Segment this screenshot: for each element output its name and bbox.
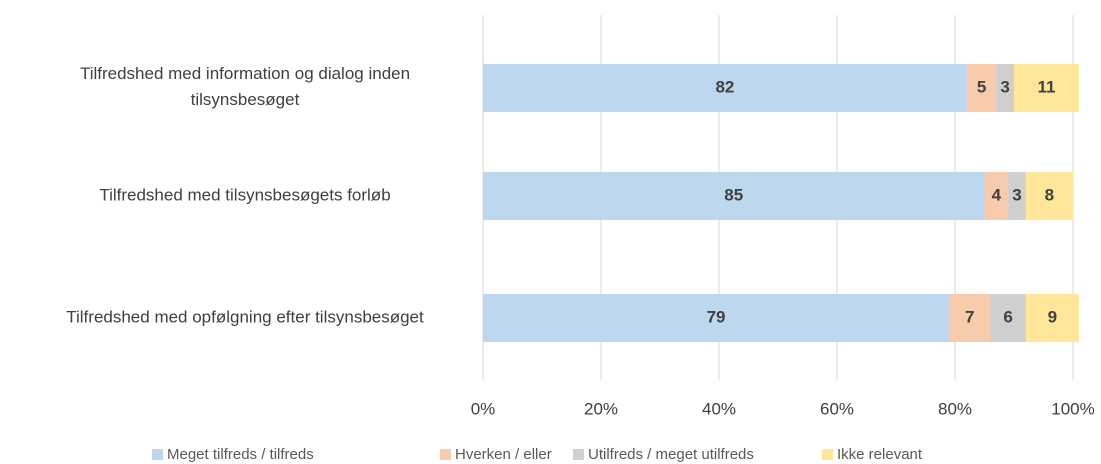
value-label: 4 (992, 185, 1002, 204)
bar-segment (984, 172, 1009, 220)
legend-label: Utilfreds / meget utilfreds (588, 446, 754, 463)
label-line: Tilfredshed med information og dialog in… (80, 64, 410, 83)
value-label: 5 (977, 77, 986, 96)
value-label: 79 (707, 307, 726, 326)
x-tick-label: 0% (471, 399, 496, 418)
category-label: Tilfredshed med tilsynsbesøgets forløb (99, 185, 390, 204)
value-label: 9 (1048, 307, 1057, 326)
legend-swatch (822, 449, 833, 460)
value-label: 3 (1000, 77, 1009, 96)
bar-segment (1025, 172, 1073, 220)
bar-segment (996, 64, 1014, 112)
bar-segment (1008, 172, 1026, 220)
value-label: 11 (1037, 77, 1055, 96)
label-line: tilsynsbesøget (191, 90, 300, 109)
bar-segment (990, 294, 1026, 342)
value-label: 7 (965, 307, 974, 326)
bar-segment (483, 64, 967, 112)
bar-segment (1025, 294, 1079, 342)
legend-swatch (152, 449, 163, 460)
value-label: 8 (1045, 185, 1054, 204)
value-label: 82 (715, 77, 734, 96)
bar-segment (949, 294, 991, 342)
category-label: Tilfredshed med opfølgning efter tilsyns… (66, 307, 424, 326)
legend-swatch (573, 449, 584, 460)
value-label: 6 (1003, 307, 1012, 326)
x-tick-label: 80% (938, 399, 972, 418)
legend-swatch (440, 449, 451, 460)
legend-label: Meget tilfreds / tilfreds (167, 446, 314, 463)
x-tick-label: 40% (702, 399, 736, 418)
value-label: 3 (1012, 185, 1021, 204)
bar-segment (1014, 64, 1079, 112)
bar-segment (966, 64, 997, 112)
legend-label: Hverken / eller (455, 446, 552, 463)
x-tick-label: 60% (820, 399, 854, 418)
legend-label: Ikke relevant (837, 446, 923, 463)
category-label: Tilfredshed med information og dialog in… (80, 64, 410, 109)
bar-segment (483, 172, 985, 220)
x-tick-label: 20% (584, 399, 618, 418)
x-tick-label: 100% (1051, 399, 1094, 418)
bar-segment (483, 294, 950, 342)
value-label: 85 (724, 185, 743, 204)
